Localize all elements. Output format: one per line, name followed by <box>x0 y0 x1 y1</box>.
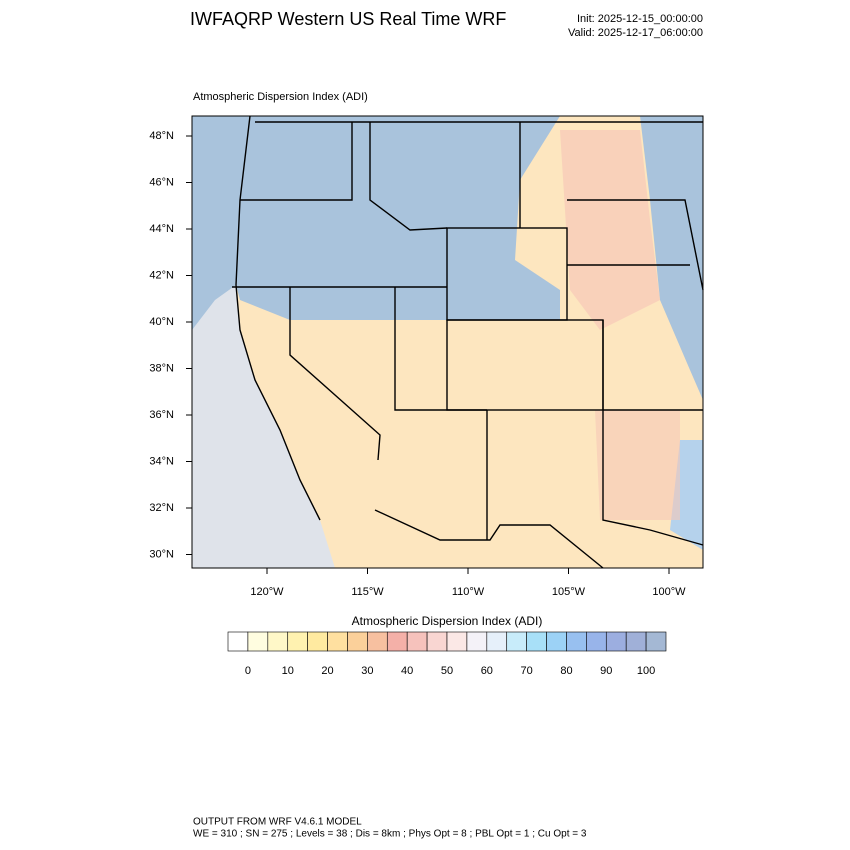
lat-label: 44°N <box>149 223 174 235</box>
lon-labels: 120°W 115°W 110°W 105°W 100°W <box>250 568 686 598</box>
border <box>240 122 353 201</box>
border <box>602 320 704 546</box>
colorbar-label: 90 <box>600 665 612 677</box>
lon-label: 110°W <box>452 586 485 598</box>
lon-label: 105°W <box>552 586 586 598</box>
colorbar-swatch <box>586 631 607 652</box>
colorbar-label: 80 <box>560 665 572 677</box>
colorbar-swatch <box>546 631 567 652</box>
colorbar-swatch <box>247 631 269 652</box>
colorbar-swatch <box>446 631 468 652</box>
colorbar-label: 60 <box>481 665 493 677</box>
border <box>369 122 448 231</box>
colorbar-swatch <box>645 631 667 652</box>
colorbar-label: 70 <box>521 665 533 677</box>
lat-label: 46°N <box>149 176 174 188</box>
colorbar-swatch <box>625 631 647 652</box>
colorbar-label: 50 <box>441 665 453 677</box>
footer-line: OUTPUT FROM WRF V4.6.1 MODEL <box>193 817 362 828</box>
adi-mid <box>560 130 660 330</box>
colorbar-swatch <box>526 631 547 652</box>
lon-label: 120°W <box>250 586 284 598</box>
adi-mid-south <box>595 410 680 520</box>
colorbar-swatch <box>367 631 388 652</box>
colorbar-swatch <box>227 631 249 652</box>
colorbar-label: 40 <box>401 665 413 677</box>
footer-line: WE = 310 ; SN = 275 ; Levels = 38 ; Dis … <box>193 829 587 840</box>
title: IWFAQRP Western US Real Time WRF <box>190 9 506 29</box>
colorbar-swatch <box>426 631 448 652</box>
colorbar-swatch <box>327 631 348 652</box>
border <box>289 287 381 461</box>
colorbar-label: 20 <box>321 665 333 677</box>
colorbar-swatch <box>307 631 328 652</box>
lon-label: 100°W <box>652 586 686 598</box>
colorbar-swatch <box>486 631 508 652</box>
colorbar-label: 30 <box>361 665 373 677</box>
border <box>567 199 704 291</box>
map-title: Atmospheric Dispersion Index (ADI) <box>193 91 368 103</box>
lat-label: 34°N <box>149 455 174 467</box>
lat-label: 40°N <box>149 316 174 328</box>
colorbar-swatch <box>466 631 488 652</box>
colorbar-label: 10 <box>282 665 294 677</box>
border <box>374 509 604 569</box>
adi-high-north <box>236 116 560 320</box>
colorbar-swatch <box>347 631 368 652</box>
colorbar: 0 10 20 30 40 50 60 70 80 90 100 <box>227 631 667 677</box>
colorbar-title: Atmospheric Dispersion Index (ADI) <box>352 614 543 628</box>
lat-label: 36°N <box>149 409 174 421</box>
border <box>446 227 568 321</box>
colorbar-label: 100 <box>637 665 655 677</box>
adi-high-east <box>640 116 703 400</box>
lon-label: 115°W <box>351 586 384 598</box>
lat-label: 48°N <box>149 130 174 142</box>
ocean-blue <box>192 116 250 330</box>
colorbar-swatch <box>406 631 428 652</box>
colorbar-label: 0 <box>245 665 251 677</box>
colorbar-swatch <box>605 631 627 652</box>
lat-labels: 48°N 46°N 44°N 42°N 40°N 38°N 36°N 34°N 32°N 30°N <box>149 130 192 560</box>
colorbar-swatch <box>386 631 408 652</box>
colorbar-swatch <box>506 631 527 652</box>
coastline <box>235 115 321 521</box>
colorbar-swatch <box>267 631 289 652</box>
lat-label: 42°N <box>149 269 174 281</box>
map <box>191 115 704 569</box>
colorbar-swatch <box>287 631 308 652</box>
colorbar-swatch <box>566 631 587 652</box>
valid-time: Valid: 2025-12-17_06:00:00 <box>568 27 703 39</box>
lat-label: 38°N <box>149 362 174 374</box>
map-frame <box>191 115 704 569</box>
init-time: Init: 2025-12-15_00:00:00 <box>577 13 703 25</box>
lat-label: 30°N <box>149 548 174 560</box>
lat-label: 32°N <box>149 502 174 514</box>
